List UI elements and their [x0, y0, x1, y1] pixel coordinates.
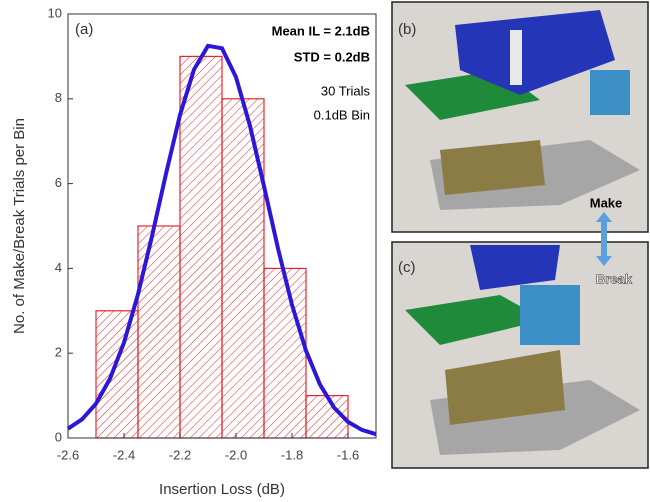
x-tick-label: -1.8: [281, 447, 303, 462]
make-label: Make: [590, 195, 623, 210]
y-tick-label: 6: [55, 175, 62, 190]
x-tick-label: -2.0: [225, 447, 247, 462]
figure: (b) (c) Make Break (a) Mean IL = 2.1dB S…: [0, 0, 650, 502]
annotation: STD = 0.2dB: [294, 49, 370, 64]
x-tick-label: -1.6: [337, 447, 359, 462]
x-tick-label: -2.2: [169, 447, 191, 462]
photo-label: (b): [398, 21, 416, 38]
annotation: 30 Trials: [321, 83, 371, 98]
bar: [180, 56, 222, 438]
bar: [96, 311, 138, 438]
bar: [222, 99, 264, 438]
break-label: Break: [596, 271, 633, 286]
y-tick-label: 4: [55, 260, 62, 275]
annotation: 0.1dB Bin: [314, 107, 370, 122]
y-tick-label: 2: [55, 345, 62, 360]
x-tick-label: -2.4: [113, 447, 135, 462]
annotation: Mean IL = 2.1dB: [272, 23, 370, 38]
panel-label: (a): [75, 21, 93, 38]
x-tick-label: -2.6: [57, 447, 79, 462]
y-tick-label: 8: [55, 90, 62, 105]
y-tick-label: 0: [55, 429, 62, 444]
y-tick-label: 10: [48, 5, 62, 20]
x-axis-label: Insertion Loss (dB): [159, 481, 285, 498]
y-axis-label: No. of Make/Break Trials per Bin: [11, 118, 28, 334]
bar: [138, 226, 180, 438]
bar: [264, 268, 306, 438]
photo-label: (c): [398, 259, 416, 276]
